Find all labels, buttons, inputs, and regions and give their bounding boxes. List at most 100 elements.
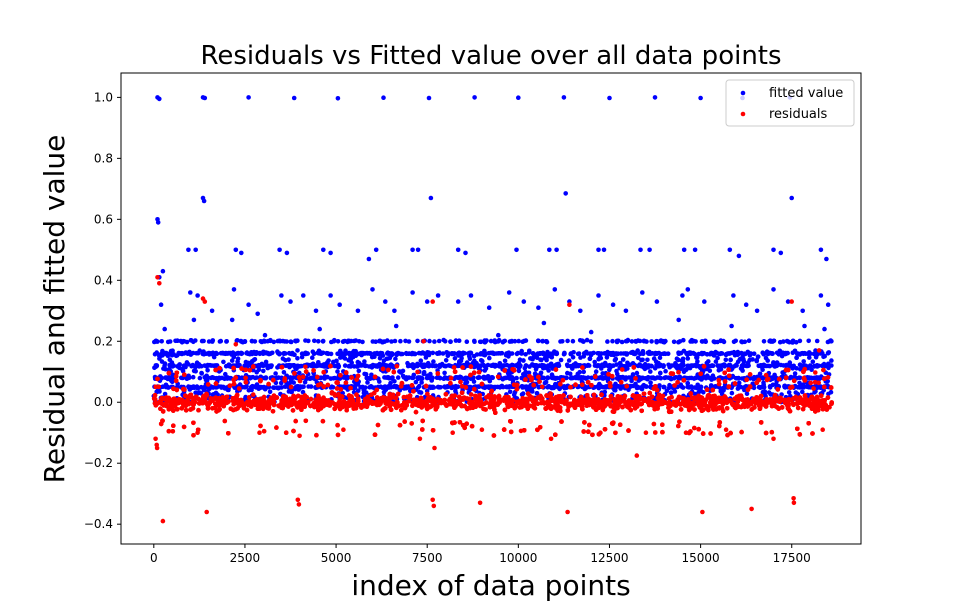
fitted-value-point bbox=[645, 375, 651, 380]
fitted-value-point bbox=[747, 351, 752, 356]
residual-point bbox=[539, 384, 545, 390]
fitted-value-point bbox=[635, 384, 640, 390]
fitted-value-point bbox=[538, 357, 543, 363]
fitted-value-point bbox=[213, 363, 219, 368]
fitted-value-point bbox=[283, 384, 289, 389]
fitted-value-point bbox=[409, 351, 415, 357]
fitted-value-point bbox=[157, 96, 162, 102]
fitted-value-point bbox=[547, 247, 552, 253]
fitted-value-point bbox=[735, 376, 740, 381]
fitted-value-point bbox=[599, 351, 604, 356]
fitted-value-point bbox=[431, 359, 436, 364]
fitted-value-point bbox=[267, 351, 272, 357]
fitted-value-point bbox=[257, 363, 263, 369]
fitted-value-point bbox=[452, 356, 458, 361]
fitted-value-point bbox=[668, 375, 673, 381]
fitted-value-point bbox=[249, 384, 255, 390]
fitted-value-point bbox=[410, 247, 415, 253]
fitted-value-point bbox=[214, 385, 220, 390]
fitted-value-point bbox=[800, 308, 805, 314]
fitted-value-point bbox=[382, 375, 387, 380]
fitted-value-point bbox=[179, 350, 185, 356]
fitted-value-point bbox=[217, 339, 223, 344]
fitted-value-point bbox=[225, 387, 230, 393]
fitted-value-point bbox=[362, 359, 367, 364]
fitted-value-point bbox=[195, 293, 200, 298]
fitted-value-point bbox=[213, 351, 219, 356]
fitted-value-point bbox=[741, 362, 746, 367]
fitted-value-point bbox=[713, 359, 719, 364]
fitted-value-point bbox=[404, 376, 410, 381]
fitted-value-point bbox=[430, 350, 436, 356]
fitted-value-point bbox=[197, 375, 203, 381]
fitted-value-point bbox=[407, 363, 412, 368]
fitted-value-point bbox=[553, 376, 559, 381]
fitted-value-point bbox=[206, 339, 212, 344]
fitted-value-point bbox=[712, 339, 718, 345]
fitted-value-point bbox=[364, 375, 370, 381]
fitted-value-point bbox=[426, 363, 432, 369]
fitted-value-point bbox=[526, 350, 532, 355]
fitted-value-point bbox=[757, 385, 763, 391]
fitted-value-point bbox=[377, 361, 382, 367]
fitted-value-point bbox=[386, 351, 391, 356]
fitted-value-point bbox=[607, 367, 612, 373]
fitted-value-point bbox=[727, 247, 733, 253]
fitted-value-point bbox=[785, 339, 791, 344]
fitted-value-point bbox=[610, 338, 615, 344]
fitted-value-point bbox=[528, 356, 533, 361]
fitted-value-point bbox=[729, 323, 734, 329]
fitted-value-point bbox=[536, 351, 541, 357]
fitted-value-point bbox=[794, 355, 799, 361]
fitted-value-point bbox=[377, 338, 383, 344]
fitted-value-point bbox=[522, 365, 528, 371]
fitted-value-point bbox=[523, 338, 529, 343]
fitted-value-point bbox=[176, 350, 181, 356]
fitted-value-point bbox=[797, 375, 803, 381]
fitted-value-point bbox=[435, 384, 441, 390]
fitted-value-point bbox=[366, 256, 372, 262]
fitted-value-point bbox=[453, 338, 459, 343]
fitted-value-point bbox=[295, 338, 300, 344]
fitted-value-point bbox=[478, 358, 484, 363]
fitted-value-point bbox=[679, 358, 685, 364]
fitted-value-point bbox=[355, 382, 361, 387]
fitted-value-point bbox=[276, 385, 282, 391]
fitted-value-point bbox=[424, 375, 430, 381]
fitted-value-point bbox=[191, 317, 197, 323]
fitted-value-point bbox=[221, 359, 226, 365]
fitted-value-point bbox=[271, 385, 277, 391]
fitted-value-point bbox=[573, 361, 578, 366]
fitted-value-point bbox=[317, 326, 323, 332]
fitted-value-point bbox=[635, 355, 641, 361]
fitted-value-point bbox=[256, 367, 262, 373]
fitted-value-point bbox=[360, 385, 365, 390]
fitted-value-point bbox=[825, 302, 831, 308]
fitted-value-point bbox=[490, 362, 496, 368]
fitted-value-point bbox=[426, 350, 432, 356]
fitted-value-point bbox=[546, 368, 551, 373]
fitted-value-point bbox=[666, 385, 672, 391]
fitted-value-point bbox=[406, 339, 412, 344]
fitted-value-point bbox=[483, 366, 489, 371]
fitted-value-point bbox=[388, 362, 394, 368]
fitted-value-point bbox=[194, 360, 200, 366]
fitted-value-point bbox=[449, 385, 455, 391]
fitted-value-point bbox=[520, 384, 526, 390]
fitted-value-point bbox=[351, 364, 357, 369]
fitted-value-point bbox=[447, 363, 453, 369]
fitted-value-point bbox=[301, 293, 306, 298]
fitted-value-point bbox=[771, 338, 777, 344]
fitted-value-point bbox=[691, 363, 696, 368]
fitted-value-point bbox=[445, 353, 451, 359]
fitted-value-point bbox=[189, 363, 194, 369]
fitted-value-point bbox=[768, 338, 773, 344]
fitted-value-point bbox=[813, 354, 819, 360]
fitted-value-point bbox=[337, 351, 342, 357]
fitted-value-point bbox=[507, 389, 513, 395]
fitted-value-point bbox=[810, 359, 816, 365]
fitted-value-point bbox=[357, 351, 363, 356]
fitted-value-point bbox=[258, 385, 263, 391]
fitted-value-point bbox=[628, 375, 633, 380]
fitted-value-point bbox=[191, 368, 197, 374]
